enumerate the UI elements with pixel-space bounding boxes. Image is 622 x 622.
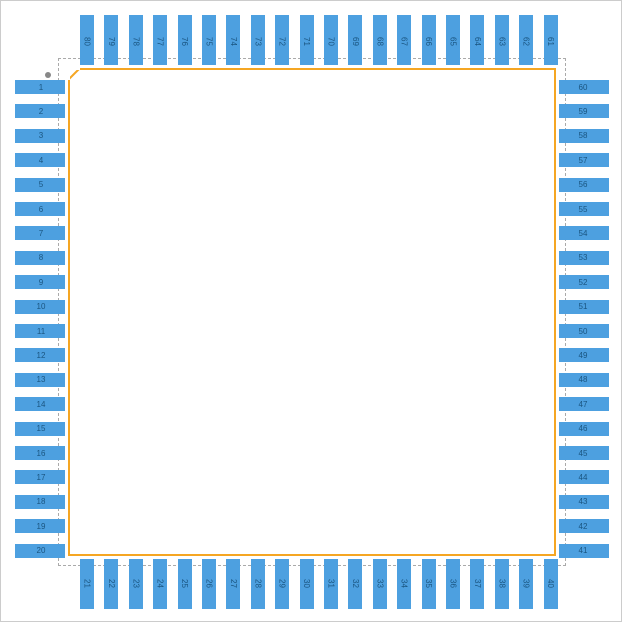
pin-47: 47 [559,397,609,411]
pin-44: 44 [559,470,609,484]
pin1-indicator-dot [45,72,51,78]
pin-56: 56 [559,178,609,192]
pin-42: 42 [559,519,609,533]
pin-24: 24 [153,559,167,609]
pin-1: 1 [15,80,65,94]
pin-77: 77 [153,15,167,65]
pin-39: 39 [519,559,533,609]
pin-62: 62 [519,15,533,65]
pin-78: 78 [129,15,143,65]
pin-9: 9 [15,275,65,289]
pin-35: 35 [422,559,436,609]
pin-57: 57 [559,153,609,167]
pin-52: 52 [559,275,609,289]
pin-37: 37 [470,559,484,609]
pin-70: 70 [324,15,338,65]
pin-31: 31 [324,559,338,609]
pin-63: 63 [495,15,509,65]
pin-50: 50 [559,324,609,338]
pin-28: 28 [251,559,265,609]
pin-72: 72 [275,15,289,65]
pin-16: 16 [15,446,65,460]
pin-40: 40 [544,559,558,609]
pin-43: 43 [559,495,609,509]
pin-59: 59 [559,104,609,118]
pin-12: 12 [15,348,65,362]
pin-4: 4 [15,153,65,167]
pin-17: 17 [15,470,65,484]
pin-58: 58 [559,129,609,143]
pin1-chamfer-icon [68,68,88,88]
pin-79: 79 [104,15,118,65]
pin-10: 10 [15,300,65,314]
pin-20: 20 [15,544,65,558]
pin-23: 23 [129,559,143,609]
pin-46: 46 [559,422,609,436]
pin-49: 49 [559,348,609,362]
pin-15: 15 [15,422,65,436]
pin-36: 36 [446,559,460,609]
pin-38: 38 [495,559,509,609]
pin-21: 21 [80,559,94,609]
pin-3: 3 [15,129,65,143]
pin-68: 68 [373,15,387,65]
pin-30: 30 [300,559,314,609]
pin-65: 65 [446,15,460,65]
pin-69: 69 [348,15,362,65]
pin-60: 60 [559,80,609,94]
pin-45: 45 [559,446,609,460]
pin-76: 76 [178,15,192,65]
pin-41: 41 [559,544,609,558]
pin-51: 51 [559,300,609,314]
pin-8: 8 [15,251,65,265]
pin-71: 71 [300,15,314,65]
pin-7: 7 [15,226,65,240]
pin-19: 19 [15,519,65,533]
pin-64: 64 [470,15,484,65]
pin-67: 67 [397,15,411,65]
pin-29: 29 [275,559,289,609]
pin-32: 32 [348,559,362,609]
pin-34: 34 [397,559,411,609]
pin-73: 73 [251,15,265,65]
pin-33: 33 [373,559,387,609]
pin-75: 75 [202,15,216,65]
pin-74: 74 [226,15,240,65]
pin-26: 26 [202,559,216,609]
pin-18: 18 [15,495,65,509]
pin-13: 13 [15,373,65,387]
pin-5: 5 [15,178,65,192]
pin-53: 53 [559,251,609,265]
pin-55: 55 [559,202,609,216]
pin-80: 80 [80,15,94,65]
pin-22: 22 [104,559,118,609]
package-outline-inner [68,68,556,556]
pin-54: 54 [559,226,609,240]
pin-14: 14 [15,397,65,411]
pin-27: 27 [226,559,240,609]
pin-48: 48 [559,373,609,387]
pin-2: 2 [15,104,65,118]
pin-25: 25 [178,559,192,609]
pin-66: 66 [422,15,436,65]
pin-6: 6 [15,202,65,216]
pin-11: 11 [15,324,65,338]
pin-61: 61 [544,15,558,65]
